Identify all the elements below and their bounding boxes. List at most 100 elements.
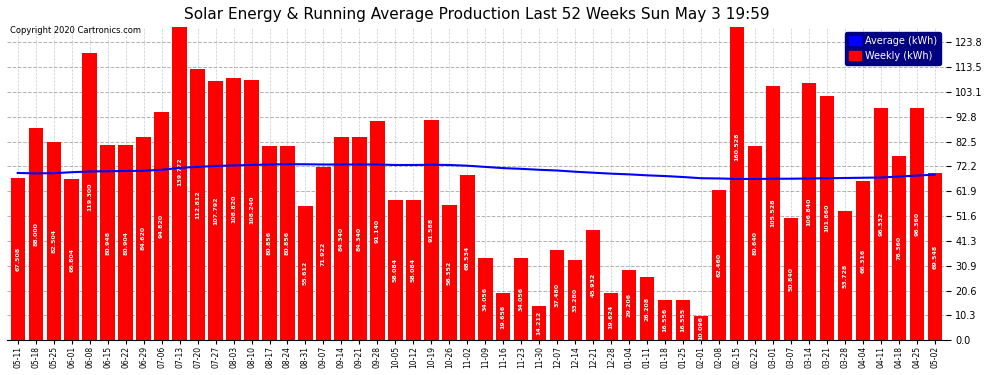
- Bar: [280, 146, 295, 340]
- Text: 45.932: 45.932: [591, 273, 596, 297]
- Text: Copyright 2020 Cartronics.com: Copyright 2020 Cartronics.com: [10, 26, 141, 35]
- Bar: [568, 260, 582, 340]
- Bar: [298, 206, 313, 340]
- Bar: [550, 250, 564, 340]
- Bar: [820, 96, 835, 340]
- Bar: [730, 0, 744, 340]
- Text: 68.534: 68.534: [465, 246, 470, 270]
- Bar: [406, 200, 421, 340]
- Bar: [11, 178, 25, 340]
- Text: 105.528: 105.528: [770, 199, 775, 228]
- Text: 71.922: 71.922: [321, 242, 326, 266]
- Bar: [100, 146, 115, 340]
- Text: 80.948: 80.948: [105, 231, 110, 255]
- Bar: [82, 53, 97, 340]
- Text: 16.556: 16.556: [662, 308, 667, 333]
- Text: 82.504: 82.504: [51, 229, 56, 253]
- Bar: [172, 4, 187, 340]
- Text: 50.840: 50.840: [789, 267, 794, 291]
- Bar: [335, 137, 348, 340]
- Bar: [928, 173, 942, 340]
- Text: 96.360: 96.360: [915, 212, 920, 236]
- Text: 84.340: 84.340: [357, 226, 362, 251]
- Text: 108.820: 108.820: [231, 195, 236, 223]
- Bar: [154, 112, 169, 340]
- Bar: [119, 146, 133, 340]
- Text: 96.332: 96.332: [878, 212, 883, 236]
- Legend: Average (kWh), Weekly (kWh): Average (kWh), Weekly (kWh): [845, 32, 940, 65]
- Text: 58.084: 58.084: [411, 258, 416, 282]
- Bar: [64, 179, 79, 340]
- Bar: [784, 218, 798, 340]
- Text: 112.812: 112.812: [195, 190, 200, 219]
- Text: 84.620: 84.620: [142, 226, 147, 251]
- Text: 91.140: 91.140: [375, 219, 380, 243]
- Text: 26.208: 26.208: [644, 297, 649, 321]
- Bar: [747, 146, 762, 340]
- Text: 107.792: 107.792: [213, 196, 218, 225]
- Text: 76.360: 76.360: [897, 236, 902, 260]
- Bar: [352, 137, 366, 340]
- Bar: [262, 146, 276, 340]
- Bar: [712, 190, 727, 340]
- Bar: [460, 175, 474, 340]
- Bar: [443, 205, 456, 340]
- Text: 69.548: 69.548: [933, 244, 938, 268]
- Bar: [838, 211, 852, 340]
- Bar: [622, 270, 637, 340]
- Text: 58.084: 58.084: [393, 258, 398, 282]
- Bar: [316, 167, 331, 340]
- Bar: [766, 86, 780, 340]
- Text: 94.820: 94.820: [159, 214, 164, 238]
- Text: 33.280: 33.280: [573, 288, 578, 312]
- Bar: [874, 108, 888, 340]
- Bar: [388, 200, 403, 340]
- Bar: [910, 108, 924, 340]
- Bar: [892, 156, 906, 340]
- Bar: [532, 306, 546, 340]
- Text: 84.340: 84.340: [339, 226, 344, 251]
- Bar: [478, 258, 492, 340]
- Text: 119.300: 119.300: [87, 183, 92, 211]
- Bar: [370, 121, 384, 340]
- Bar: [47, 142, 61, 340]
- Text: 108.240: 108.240: [249, 196, 254, 224]
- Bar: [190, 69, 205, 340]
- Text: 91.588: 91.588: [429, 218, 434, 242]
- Bar: [694, 316, 708, 340]
- Text: 37.480: 37.480: [554, 283, 559, 307]
- Text: 101.660: 101.660: [825, 204, 830, 232]
- Text: 29.206: 29.206: [627, 293, 632, 317]
- Text: 19.624: 19.624: [609, 304, 614, 329]
- Text: 34.056: 34.056: [519, 287, 524, 311]
- Bar: [496, 293, 511, 340]
- Text: 53.728: 53.728: [842, 264, 847, 288]
- Bar: [640, 277, 654, 340]
- Text: 160.528: 160.528: [735, 133, 740, 161]
- Text: 80.904: 80.904: [123, 231, 128, 255]
- Bar: [604, 293, 619, 340]
- Text: 16.555: 16.555: [681, 308, 686, 333]
- Bar: [137, 136, 150, 340]
- Text: 80.640: 80.640: [752, 231, 757, 255]
- Title: Solar Energy & Running Average Production Last 52 Weeks Sun May 3 19:59: Solar Energy & Running Average Productio…: [183, 7, 769, 22]
- Bar: [208, 81, 223, 340]
- Text: 80.856: 80.856: [267, 231, 272, 255]
- Text: 66.804: 66.804: [69, 248, 74, 272]
- Bar: [245, 80, 258, 340]
- Text: 67.508: 67.508: [15, 247, 20, 271]
- Text: 10.096: 10.096: [699, 316, 704, 340]
- Bar: [424, 120, 439, 340]
- Text: 14.212: 14.212: [537, 311, 542, 335]
- Bar: [586, 230, 600, 340]
- Bar: [514, 258, 529, 340]
- Bar: [29, 128, 43, 340]
- Bar: [676, 300, 690, 340]
- Text: 88.000: 88.000: [34, 222, 39, 246]
- Text: 139.772: 139.772: [177, 158, 182, 186]
- Bar: [802, 83, 816, 340]
- Text: 62.460: 62.460: [717, 253, 722, 277]
- Text: 80.856: 80.856: [285, 231, 290, 255]
- Text: 19.656: 19.656: [501, 304, 506, 329]
- Text: 106.840: 106.840: [807, 198, 812, 226]
